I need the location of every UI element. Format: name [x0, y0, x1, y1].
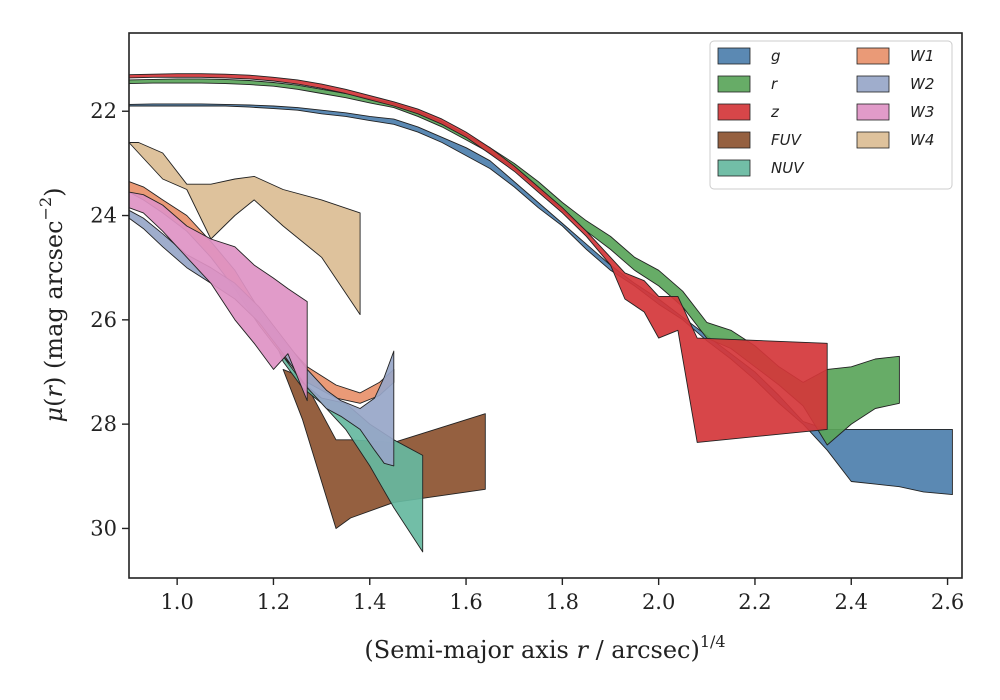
legend-swatch-r: [717, 75, 751, 93]
x-axis: 1.0 1.2 1.4 1.6 1.8 2.0 2.2 2.4 2.6: [160, 578, 964, 614]
legend-label-w4: W4: [910, 131, 934, 149]
y-axis-title: μ(r) (mag arcsec−2): [36, 187, 68, 422]
x-tick-label: 1.4: [353, 590, 386, 614]
legend-label-g: g: [771, 47, 781, 65]
legend-swatch-w2: [856, 75, 890, 93]
x-tick-label: 1.2: [257, 590, 290, 614]
legend-label-r: r: [771, 75, 778, 93]
legend-swatch-w4: [856, 131, 890, 149]
legend-swatch-z: [717, 103, 751, 121]
band-z: [128, 73, 828, 443]
band-w3: [128, 191, 308, 402]
legend-items: grz FUV NUV W1 W2 W3 W4: [717, 47, 934, 177]
legend-swatch-nuv: [717, 159, 751, 177]
y-tick-label: 24: [90, 204, 117, 228]
x-tick-label: 2.4: [835, 590, 868, 614]
band-w4: [128, 142, 361, 316]
x-tick-label: 2.6: [931, 590, 964, 614]
y-tick-label: 30: [90, 516, 117, 540]
legend-swatch-w1: [856, 47, 890, 65]
bands-layer: [128, 73, 953, 553]
x-tick-label: 1.6: [449, 590, 482, 614]
x-tick-label: 1.8: [546, 590, 579, 614]
plot-frame: [128, 32, 963, 579]
y-tick-label: 28: [90, 412, 117, 436]
y-axis: 22 24 26 28 30: [90, 99, 129, 540]
legend-box: [709, 40, 953, 190]
legend-label-w2: W2: [910, 75, 934, 93]
legend-label-w1: W1: [910, 47, 934, 65]
band-g: [128, 103, 953, 496]
legend-label-nuv: NUV: [771, 159, 805, 177]
x-tick-label: 2.0: [642, 590, 675, 614]
legend-swatch-w3: [856, 103, 890, 121]
y-tick-label: 22: [90, 99, 117, 123]
legend: grz FUV NUV W1 W2 W3 W4: [709, 40, 953, 190]
y-tick-label: 26: [90, 308, 117, 332]
x-tick-label: 1.0: [160, 590, 193, 614]
legend-swatch-fuv: [717, 131, 751, 149]
x-axis-title: (Semi-major axis r / arcsec)1/4: [364, 632, 725, 664]
legend-label-w3: W3: [910, 103, 934, 121]
legend-label-z: z: [770, 103, 780, 121]
x-tick-label: 2.2: [738, 590, 771, 614]
legend-swatch-g: [717, 47, 751, 65]
legend-label-fuv: FUV: [771, 131, 803, 149]
